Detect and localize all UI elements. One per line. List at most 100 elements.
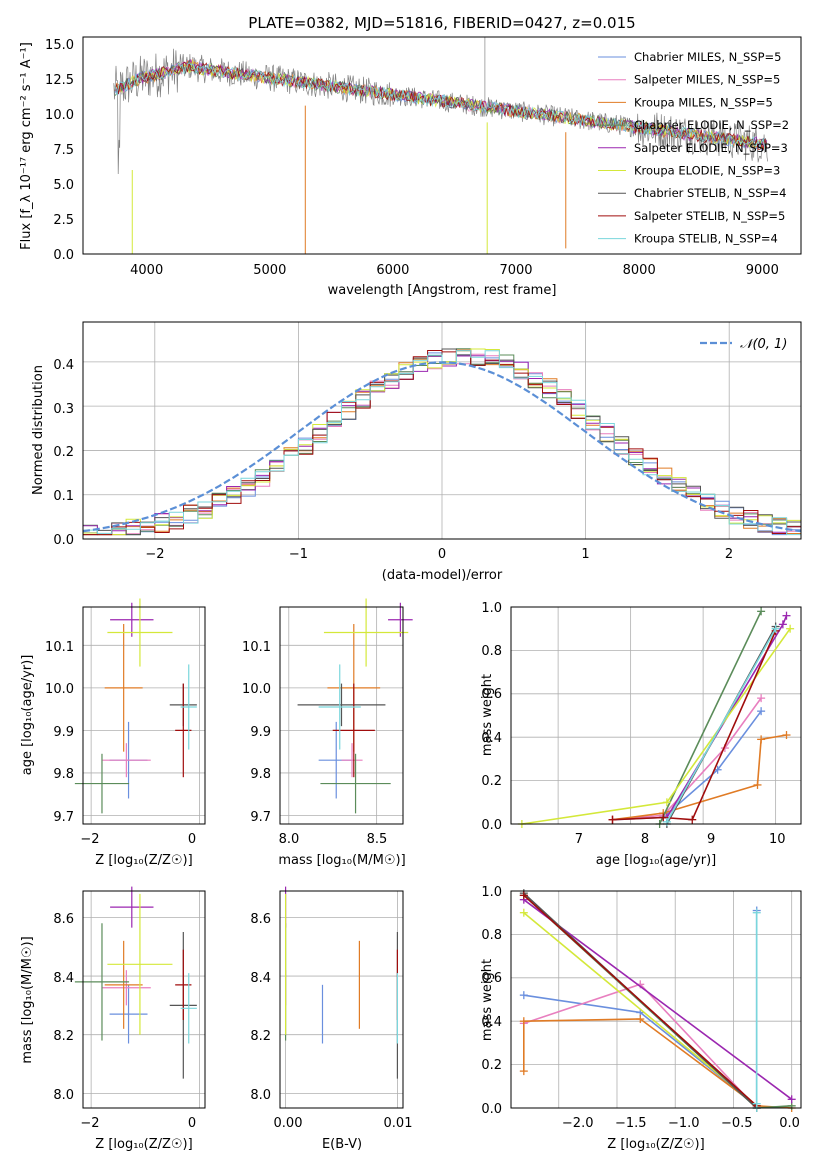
y-tick-label: 0.0 bbox=[53, 533, 74, 548]
y-tick-label: 0.0 bbox=[53, 248, 74, 263]
weight-age-line bbox=[612, 630, 777, 821]
weight-vs-metallicity-panel: −2.0 −1.5 −1.0 −0.5 0.0 0.0 0.2 0.4 0.6 … bbox=[480, 885, 802, 1152]
mass-vs-extinction-panel: 0.00 0.01 8.0 8.2 8.4 8.6 E(B-V) bbox=[250, 886, 412, 1152]
age-mass-frame bbox=[279, 606, 404, 825]
model-spectrum-line bbox=[114, 61, 768, 150]
mass-ebv-grid bbox=[280, 891, 403, 1108]
age-z-grid bbox=[83, 607, 205, 824]
age-z-x-label: Z [log₁₀(Z/Z☉)] bbox=[95, 853, 192, 868]
x-tick-label: −0.5 bbox=[721, 1116, 753, 1131]
residual-y-label: Normed distribution bbox=[31, 365, 46, 495]
legend-label: Kroupa MILES, N_SSP=5 bbox=[634, 95, 773, 109]
age-vs-metallicity-panel: −2 0 9.7 9.8 9.9 10.0 10.1 Z [log₁₀(Z/Z☉… bbox=[20, 598, 206, 868]
weight-z-frame bbox=[510, 890, 802, 1109]
legend-label: Salpeter STELIB, N_SSP=5 bbox=[634, 209, 785, 223]
y-tick-label: 0.4 bbox=[481, 1015, 502, 1030]
spectrum-plot-area bbox=[113, 37, 769, 254]
y-tick-label: 7.5 bbox=[53, 143, 74, 158]
x-tick-label: 9000 bbox=[746, 263, 779, 278]
y-tick-label: 9.7 bbox=[250, 810, 271, 825]
spectrum-y-label: Flux [f_λ 10⁻¹⁷ erg cm⁻² s⁻¹ A⁻¹] bbox=[19, 42, 34, 250]
y-tick-label: 8.6 bbox=[250, 912, 271, 927]
weight-age-line bbox=[612, 697, 762, 821]
age-z-y-label: age [log₁₀(age/yr)] bbox=[20, 655, 35, 776]
age-vs-mass-panel: 8.0 8.5 9.7 9.8 9.9 10.0 10.1 mass [log₁… bbox=[242, 598, 413, 868]
y-tick-label: 10.0 bbox=[45, 108, 74, 123]
weight-z-y-label: mass weight bbox=[480, 959, 495, 1041]
x-tick-label: −2 bbox=[80, 832, 99, 847]
y-tick-label: 10.0 bbox=[45, 682, 74, 697]
residual-histogram-step bbox=[83, 350, 801, 536]
y-tick-label: 8.2 bbox=[250, 1029, 271, 1044]
spectrum-y-ticks: 0.0 2.5 5.0 7.5 10.0 12.5 15.0 bbox=[45, 38, 74, 263]
weight-z-line bbox=[522, 1018, 792, 1109]
weight-age-line bbox=[666, 628, 777, 823]
mass-z-x-label: Z [log₁₀(Z/Z☉)] bbox=[95, 1137, 192, 1152]
x-tick-label: 0 bbox=[438, 547, 446, 562]
model-spectrum-line bbox=[114, 62, 768, 151]
y-tick-label: 0.0 bbox=[481, 1102, 502, 1117]
y-tick-label: 0.3 bbox=[53, 402, 74, 417]
normal-legend-label: 𝒩(0, 1) bbox=[740, 337, 787, 352]
weight-age-y-label: mass weight bbox=[480, 674, 495, 756]
y-tick-label: 9.8 bbox=[250, 767, 271, 782]
weight-vs-age-panel: 7 8 9 10 0.0 0.2 0.4 0.6 0.8 1.0 age [lo… bbox=[480, 601, 802, 868]
y-tick-label: 8.4 bbox=[250, 971, 271, 986]
y-tick-label: 8.0 bbox=[250, 1088, 271, 1103]
mass-ebv-plot-area bbox=[284, 886, 399, 1079]
x-tick-label: −1.0 bbox=[668, 1116, 700, 1131]
age-z-plot-area bbox=[74, 598, 197, 814]
y-tick-label: 8.0 bbox=[53, 1088, 74, 1103]
legend-label: Chabrier ELODIE, N_SSP=2 bbox=[634, 118, 789, 132]
weight-z-plot-area bbox=[519, 889, 796, 1112]
x-tick-label: 0.00 bbox=[274, 1116, 303, 1131]
y-tick-label: 5.0 bbox=[53, 178, 74, 193]
y-tick-label: 0.4 bbox=[481, 731, 502, 746]
mass-z-frame bbox=[82, 890, 206, 1109]
x-tick-label: 0 bbox=[188, 1116, 196, 1131]
spectrum-frame bbox=[82, 36, 802, 255]
age-mass-plot-area bbox=[297, 598, 413, 814]
y-tick-label: 8.6 bbox=[53, 912, 74, 927]
x-tick-label: 9 bbox=[707, 832, 715, 847]
y-tick-label: 9.7 bbox=[53, 810, 74, 825]
spectrum-title: PLATE=0382, MJD=51816, FIBERID=0427, z=0… bbox=[248, 14, 635, 32]
x-tick-label: 8 bbox=[641, 832, 649, 847]
x-tick-label: 2 bbox=[725, 547, 733, 562]
y-tick-label: 9.8 bbox=[53, 767, 74, 782]
residual-frame bbox=[82, 321, 802, 540]
x-tick-label: 10 bbox=[769, 832, 786, 847]
weight-age-frame bbox=[510, 606, 802, 825]
x-tick-label: 5000 bbox=[253, 263, 286, 278]
x-tick-label: 4000 bbox=[130, 263, 163, 278]
y-tick-label: 9.9 bbox=[250, 725, 271, 740]
residual-x-label: (data-model)/error bbox=[382, 568, 503, 583]
weight-z-line bbox=[523, 912, 758, 1107]
legend-label: Kroupa STELIB, N_SSP=4 bbox=[634, 232, 778, 246]
y-tick-label: 0.0 bbox=[481, 818, 502, 833]
mass-z-y-label: mass [log₁₀(M/M☉)] bbox=[20, 936, 35, 1063]
x-tick-label: 8.0 bbox=[279, 832, 300, 847]
x-tick-label: 8000 bbox=[623, 263, 656, 278]
mass-z-grid bbox=[83, 891, 205, 1108]
residual-x-ticks: −2 −1 0 1 2 bbox=[145, 547, 733, 562]
y-tick-label: 12.5 bbox=[45, 73, 74, 88]
x-tick-label: 0 bbox=[188, 832, 196, 847]
spectrum-legend: Chabrier MILES, N_SSP=5 Salpeter MILES, N… bbox=[598, 50, 789, 246]
weight-age-x-label: age [log₁₀(age/yr)] bbox=[596, 853, 717, 868]
y-tick-label: 10.0 bbox=[242, 682, 271, 697]
mass-ebv-frame bbox=[279, 890, 404, 1109]
y-tick-label: 0.2 bbox=[481, 1058, 502, 1073]
x-tick-label: 6000 bbox=[376, 263, 409, 278]
x-tick-label: 1 bbox=[581, 547, 589, 562]
x-tick-label: −2 bbox=[80, 1116, 99, 1131]
normal-curve-line bbox=[82, 361, 802, 533]
y-tick-label: 0.8 bbox=[481, 928, 502, 943]
x-tick-label: −1 bbox=[289, 547, 308, 562]
residual-plot-area bbox=[82, 348, 802, 536]
x-tick-label: 0.0 bbox=[779, 1116, 800, 1131]
mass-z-plot-area bbox=[74, 886, 197, 1079]
x-tick-label: −2 bbox=[145, 547, 164, 562]
weight-z-line bbox=[523, 899, 793, 1100]
spectrum-panel: PLATE=0382, MJD=51816, FIBERID=0427, z=0… bbox=[19, 14, 802, 298]
